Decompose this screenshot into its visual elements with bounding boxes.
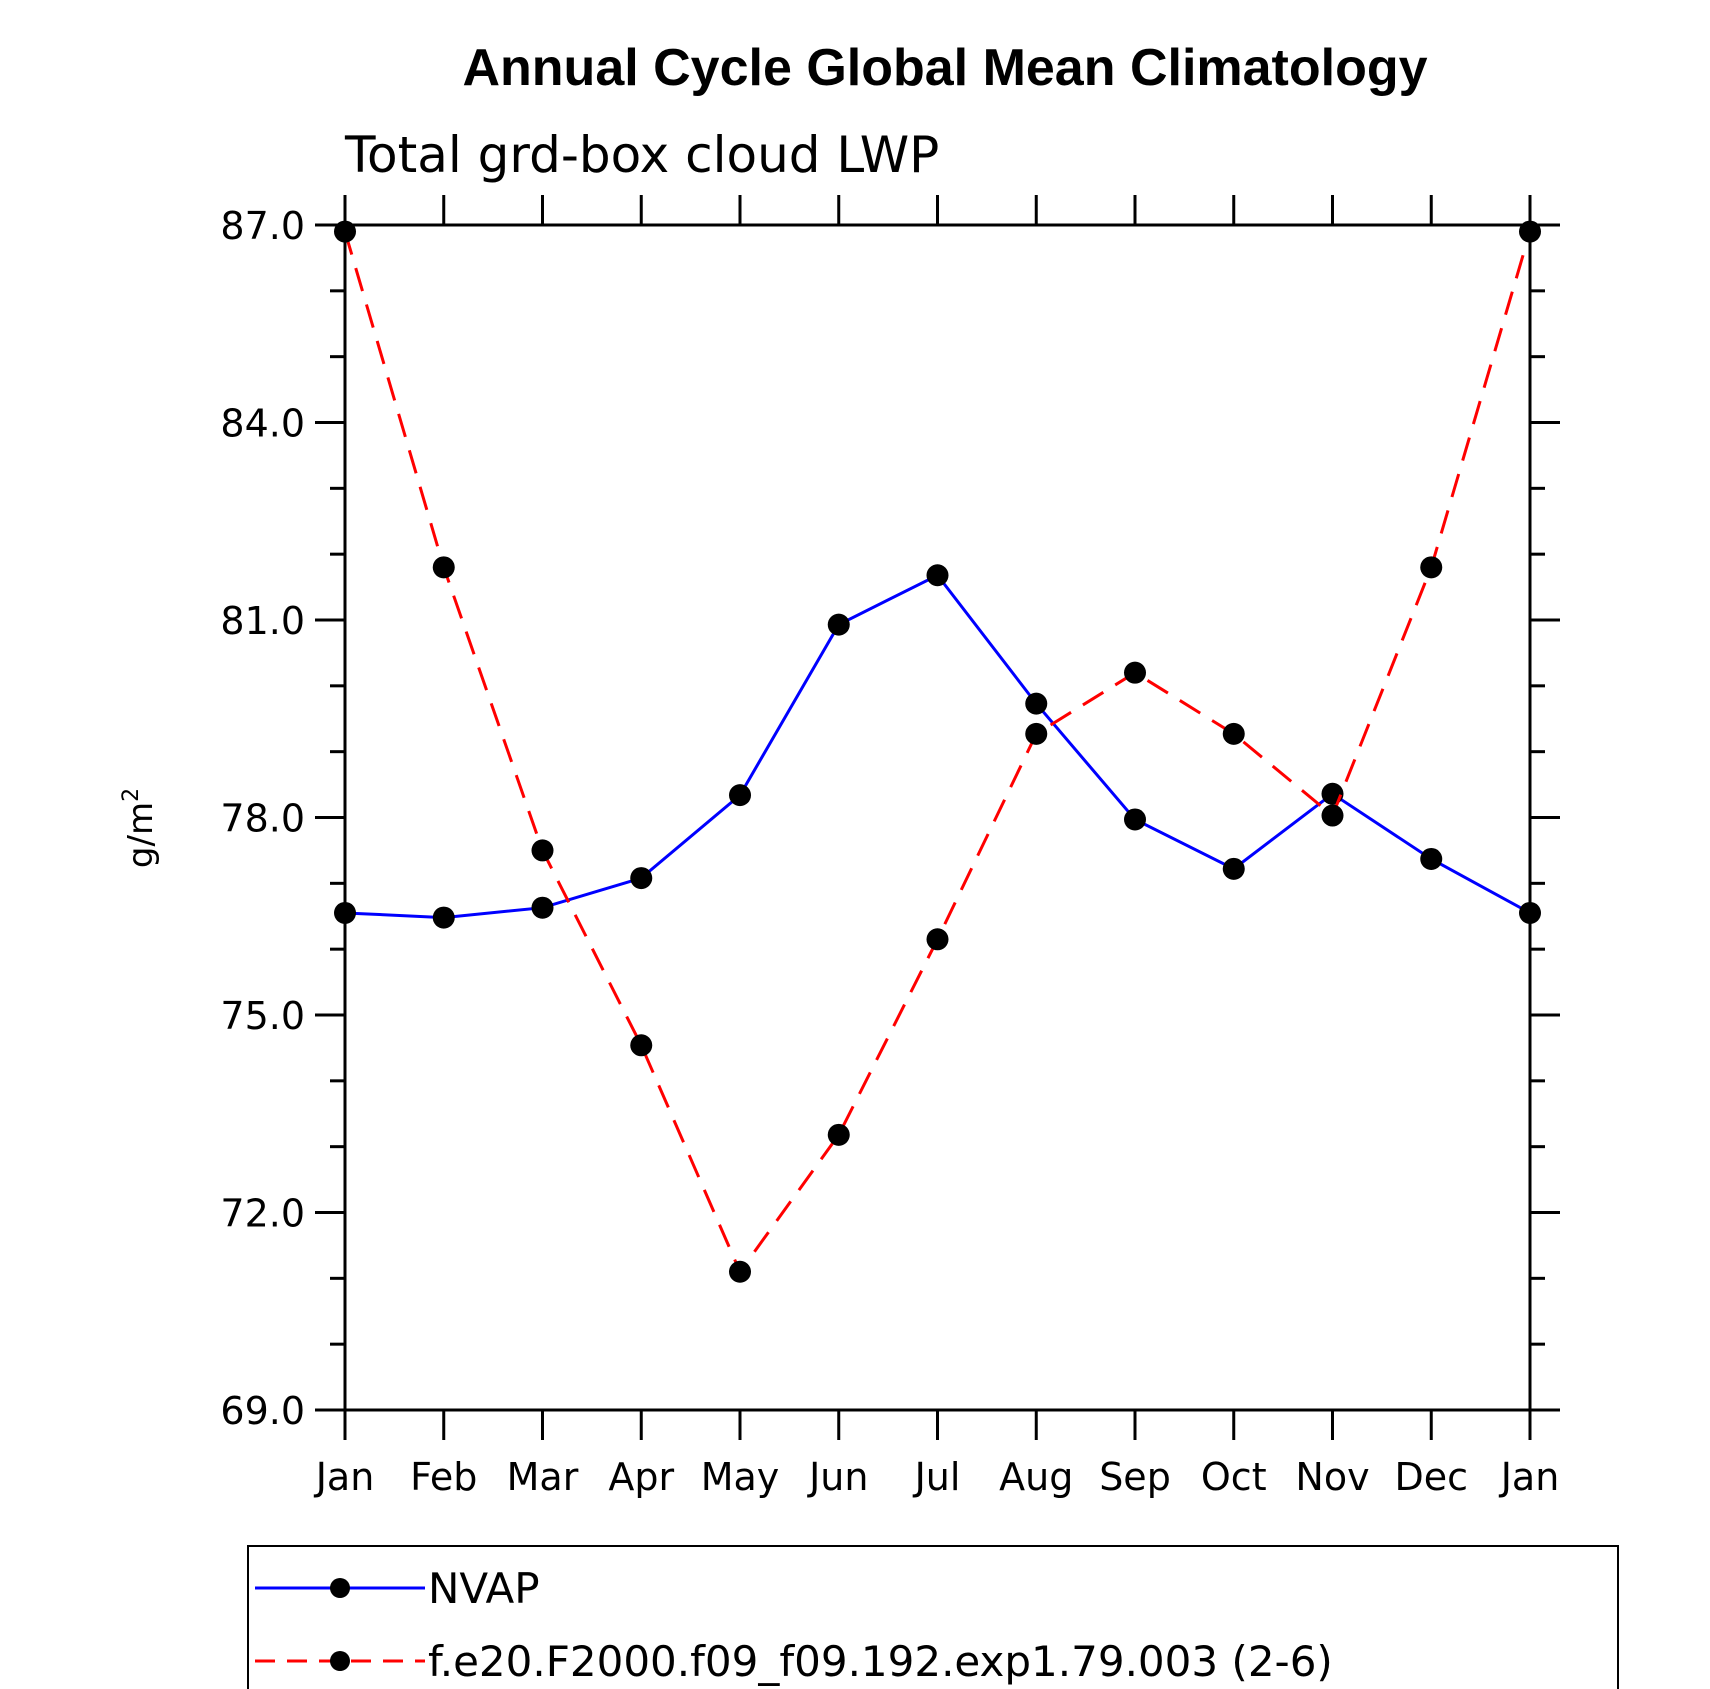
x-tick-label: Jul [913, 1455, 961, 1499]
series-1-point [1420, 556, 1443, 579]
series-0-point [1222, 857, 1245, 880]
legend-label-model: f.e20.F2000.f09_f09.192.exp1.79.003 (2-6… [428, 1637, 1333, 1686]
x-tick-label: Aug [999, 1455, 1073, 1499]
chart-subtitle: Total grd-box cloud LWP [344, 126, 939, 184]
series-0-point [1124, 808, 1146, 831]
series-0-point [1025, 692, 1048, 715]
x-axis-tick-labels: Jan Feb Mar Apr May Jun Jul Aug Sep Oct Nov Dec Jan [314, 1455, 1560, 1499]
y-tick-label: 75.0 [220, 994, 305, 1038]
chart-title: Annual Cycle Global Mean Climatology [462, 39, 1427, 97]
series-line-0 [344, 573, 1531, 920]
x-tick-label: Jun [807, 1455, 868, 1499]
series-0-point [334, 901, 356, 924]
series-0-point [926, 564, 949, 587]
x-tick-label: Oct [1201, 1455, 1267, 1499]
y-axis-label-base: g/m [121, 802, 161, 868]
y-tick-label: 69.0 [220, 1389, 305, 1433]
series-1-point [926, 928, 949, 951]
x-tick-label: Jan [314, 1455, 375, 1499]
series-0-point [729, 784, 751, 807]
series-1-point [531, 839, 554, 862]
series-1-point [1519, 220, 1541, 243]
series-1-point [729, 1260, 751, 1283]
x-axis-ticks [343, 195, 1532, 1440]
x-tick-label: Sep [1099, 1455, 1171, 1499]
x-tick-label: Apr [608, 1455, 674, 1499]
plot-frame [343, 223, 1532, 1412]
series-0-point [630, 867, 653, 890]
y-tick-label: 78.0 [220, 797, 305, 841]
y-tick-label: 81.0 [220, 599, 305, 643]
y-axis-ticks [315, 223, 1560, 1412]
series-1-point [1025, 722, 1048, 745]
y-tick-label: 87.0 [220, 204, 305, 248]
series-0-point [531, 896, 554, 919]
legend: NVAP f.e20.F2000.f09_f09.192.exp1.79.003… [247, 1545, 1619, 1689]
plot-border [343, 223, 1532, 1412]
series-1-point [630, 1034, 653, 1057]
series-0-point [432, 906, 455, 929]
y-tick-label: 84.0 [220, 402, 305, 446]
series-0-point [1420, 847, 1443, 870]
legend-marker-model [330, 1651, 350, 1671]
x-tick-label: Feb [410, 1455, 477, 1499]
x-tick-label: Mar [507, 1455, 579, 1499]
series-layer [334, 220, 1541, 1283]
x-tick-label: Jan [1499, 1455, 1560, 1499]
x-tick-label: Dec [1394, 1455, 1468, 1499]
y-tick-label: 72.0 [220, 1192, 305, 1236]
series-1-point [1222, 722, 1245, 745]
y-axis-label: g/m2 [119, 788, 161, 868]
series-1-point [1124, 661, 1146, 684]
y-axis-label-superscript: 2 [119, 788, 144, 802]
legend-box [247, 1545, 1619, 1689]
legend-label-nvap: NVAP [428, 1564, 540, 1613]
series-1-point [827, 1123, 850, 1146]
series-0-point [1519, 901, 1541, 924]
series-1-point [334, 220, 356, 243]
y-axis-tick-labels: 87.0 84.0 81.0 78.0 75.0 72.0 69.0 [220, 204, 305, 1433]
series-1-point [432, 556, 455, 579]
x-tick-label: May [701, 1455, 780, 1499]
series-line-1 [343, 231, 1532, 1275]
series-0-point [827, 613, 850, 636]
x-tick-label: Nov [1295, 1455, 1369, 1499]
series-0-point [1321, 782, 1344, 805]
series-1-point [1321, 804, 1344, 827]
legend-marker-nvap [330, 1578, 350, 1598]
